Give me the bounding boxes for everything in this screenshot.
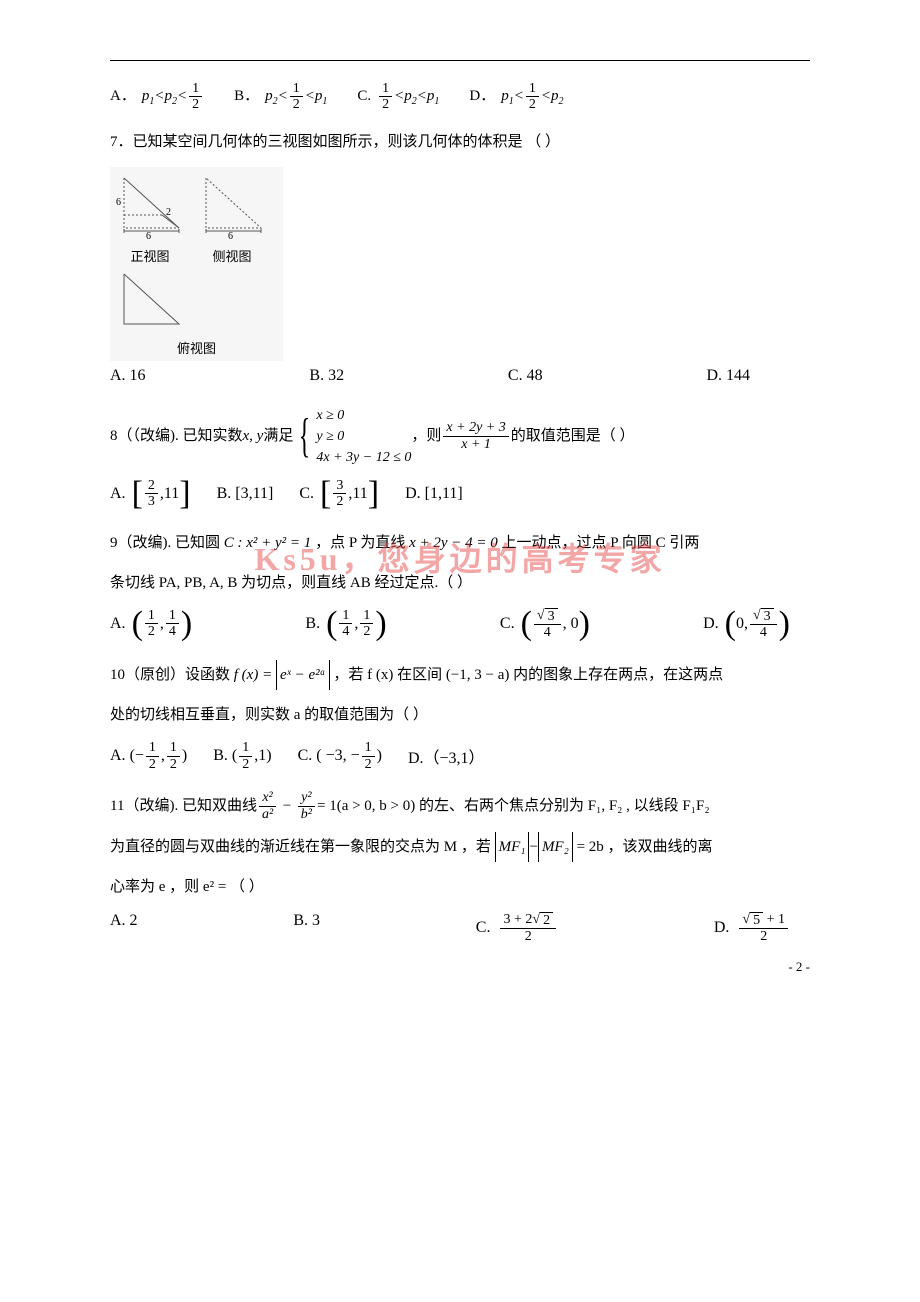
- q8-mid: 满足: [263, 421, 293, 451]
- half-frac: 12: [189, 81, 202, 113]
- q10-c: C. ( −3, − 12): [298, 740, 382, 772]
- q10-line1: 10（原创）设函数 f (x) = eˣ − e²ᵃ ，若 f (x) 在区间 …: [110, 660, 810, 690]
- q8-after: ，则: [411, 421, 441, 451]
- q8-tail: 的取值范围是（ ）: [511, 421, 635, 451]
- q10-line2: 处的切线相互垂直，则实数 a 的取值范围为（ ）: [110, 700, 810, 730]
- q9-block: Ks5u，您身边的高考专家 9（改编). 已知圆 C : x² + y² = 1…: [110, 528, 810, 598]
- side-label: 侧视图: [196, 246, 268, 265]
- half-frac: 12: [379, 81, 392, 113]
- side-view: 6 侧视图: [196, 173, 268, 265]
- three-views: 6 2 6 正视图 6 侧视图: [110, 167, 283, 361]
- q8-frac: x + 2y + 3 x + 1: [443, 420, 508, 452]
- q10-options: A. (−12, 12) B. (12,1) C. ( −3, − 12) D.…: [110, 740, 810, 772]
- q6-b-label: B．: [234, 83, 259, 110]
- q6-options: A． p1<p2< 12 B． p2< 12 <p1 C. 12 <p2<p1 …: [110, 81, 810, 113]
- q9-d: D. (0, √34 ): [703, 608, 790, 641]
- q9-c: C. ( √34, 0 ): [500, 608, 590, 641]
- q8-c: C. [ 32 ,11 ]: [299, 478, 379, 510]
- q10-abs: eˣ − e²ᵃ: [276, 660, 330, 690]
- q11-c: C. 3 + 2√22: [476, 912, 558, 945]
- q11-b: B. 3: [293, 912, 320, 945]
- q11-options: A. 2 B. 3 C. 3 + 2√22 D. √5 + 12: [110, 912, 790, 945]
- q9-b: B. ( 14, 12 ): [305, 608, 386, 641]
- q6-c-label: C.: [357, 83, 371, 110]
- sys-l1: x ≥ 0: [316, 405, 411, 426]
- q9-options: A. ( 12, 14 ) B. ( 14, 12 ) C. ( √34, 0 …: [110, 608, 790, 641]
- q8-stem: 8（（改编). 已知实数 x, y 满足 { x ≥ 0 y ≥ 0 4x + …: [110, 405, 810, 468]
- q8-a: A. [ 23 ,11 ]: [110, 478, 191, 510]
- front-view: 6 2 6 正视图: [114, 173, 186, 265]
- q9-line2: 条切线 PA, PB, A, B 为切点，则直线 AB 经过定点.（ ）: [110, 568, 810, 598]
- q6-opt-b: B． p2< 12 <p1: [234, 81, 327, 113]
- q9-a: A. ( 12, 14 ): [110, 608, 192, 641]
- q7-b: B. 32: [309, 367, 344, 385]
- top-view: 俯视图: [114, 269, 279, 357]
- q10-d: D.（−3,1）: [408, 744, 485, 768]
- q11-line2: 为直径的圆与双曲线的渐近线在第一象限的交点为 M ，若 MF₁−MF₂ = 2b…: [110, 832, 810, 862]
- half-frac: 12: [290, 81, 303, 113]
- q11-d: D. √5 + 12: [714, 912, 790, 945]
- q10-b: B. (12,1): [213, 740, 271, 772]
- svg-text:6: 6: [228, 231, 233, 241]
- svg-text:2: 2: [166, 207, 171, 218]
- q11-a: A. 2: [110, 912, 138, 945]
- svg-text:6: 6: [146, 231, 151, 241]
- q6-a-expr: p1<p2<: [142, 83, 187, 111]
- sys-l2: y ≥ 0: [316, 426, 411, 447]
- q9-line1: 9（改编). 已知圆 C : x² + y² = 1 ，点 P 为直线 x + …: [110, 528, 810, 558]
- q6-opt-a: A． p1<p2< 12: [110, 81, 204, 113]
- q6-opt-d: D． p1< 12 <p2: [469, 81, 563, 113]
- q6-b-expr: p2<: [265, 83, 288, 111]
- q10-a: A. (−12, 12): [110, 740, 187, 772]
- q7-options: A. 16 B. 32 C. 48 D. 144: [110, 367, 750, 385]
- half-frac: 12: [526, 81, 539, 113]
- q7-stem: 7．已知某空间几何体的三视图如图所示，则该几何体的体积是 （ ）: [110, 127, 810, 157]
- page-container: A． p1<p2< 12 B． p2< 12 <p1 C. 12 <p2<p1 …: [0, 0, 920, 1005]
- q7-c: C. 48: [508, 367, 543, 385]
- q6-opt-c: C. 12 <p2<p1: [357, 81, 439, 113]
- top-label: 俯视图: [114, 338, 279, 357]
- svg-text:6: 6: [116, 197, 121, 208]
- q11-line3: 心率为 e ，则 e² = （ ）: [110, 872, 810, 902]
- q8-system: { x ≥ 0 y ≥ 0 4x + 3y − 12 ≤ 0: [293, 405, 411, 468]
- q8-xy: x, y: [243, 421, 264, 451]
- front-label: 正视图: [114, 246, 186, 265]
- sys-l3: 4x + 3y − 12 ≤ 0: [316, 447, 411, 468]
- top-rule: [110, 60, 810, 61]
- q8-d: D. [1,11]: [405, 485, 463, 503]
- q11-line1: 11（改编). 已知双曲线 x²a² − y²b² = 1(a > 0, b >…: [110, 790, 810, 822]
- q7-d: D. 144: [706, 367, 750, 385]
- q6-d-label: D．: [469, 83, 495, 110]
- q7-a: A. 16: [110, 367, 146, 385]
- q8-options: A. [ 23 ,11 ] B. [3,11] C. [ 32 ,11 ] D.…: [110, 478, 810, 510]
- q8-b: B. [3,11]: [217, 485, 274, 503]
- q6-a-label: A．: [110, 83, 136, 110]
- page-number: - 2 -: [788, 959, 810, 975]
- q8-prefix: 8（（改编). 已知实数: [110, 421, 243, 451]
